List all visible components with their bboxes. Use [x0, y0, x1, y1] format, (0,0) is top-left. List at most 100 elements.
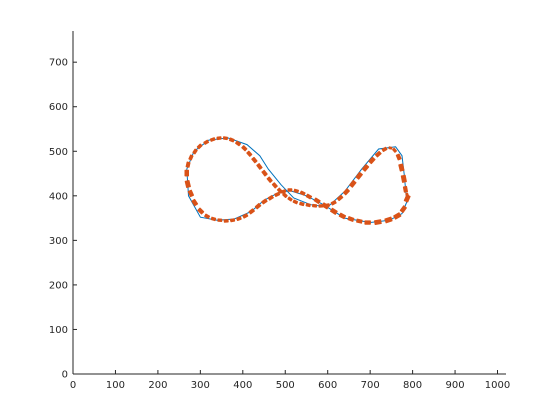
quiver-arrow [294, 188, 299, 192]
quiver-arrow [344, 189, 350, 195]
quiver-arrow [350, 180, 356, 187]
y-tick-label: 300 [49, 236, 68, 247]
quiver-arrow [349, 180, 355, 187]
quiver-arrow [274, 191, 280, 196]
quiver-arrow [282, 194, 287, 199]
quiver-arrow [197, 209, 203, 215]
quiver-arrow [188, 190, 192, 197]
quiver-arrow [342, 188, 348, 194]
quiver-arrow [400, 163, 404, 172]
y-tick-label: 0 [62, 370, 68, 381]
quiver-arrow [339, 214, 345, 219]
quiver-arrow [355, 171, 361, 178]
y-tick-label: 200 [49, 280, 68, 291]
quiver-arrow [404, 186, 407, 193]
quiver-arrow [189, 189, 194, 197]
quiver-arrow [384, 218, 393, 222]
quiver-arrow [403, 186, 406, 193]
quiver-arrow [188, 179, 191, 188]
quiver-arrow [404, 174, 407, 183]
quiver-arrow [356, 219, 363, 223]
quiver-arrow [374, 222, 382, 226]
quiver-arrow [402, 207, 407, 214]
y-tick-label: 600 [49, 102, 68, 113]
quiver-arrow [374, 219, 382, 222]
quiver-arrow [229, 218, 235, 221]
quiver-arrow [368, 157, 374, 163]
quiver-arrow [330, 209, 337, 215]
quiver-arrow [271, 183, 276, 189]
quiver-arrow [261, 198, 267, 203]
quiver-arrow [193, 198, 199, 205]
x-tick-label: 900 [446, 380, 465, 391]
quiver-arrow [242, 213, 248, 217]
plot-area [184, 136, 411, 226]
x-tick-label: 200 [148, 380, 167, 391]
quiver-arrow [228, 139, 234, 143]
x-tick-label: 0 [70, 380, 76, 391]
quiver-arrow [400, 205, 405, 212]
quiver-arrow [368, 156, 374, 163]
quiver-arrow [392, 148, 396, 153]
quiver-arrow [398, 164, 402, 172]
y-tick-label: 500 [49, 147, 68, 158]
quiver-arrow [351, 181, 357, 188]
quiver-arrow [199, 207, 205, 213]
x-tick-label: 600 [318, 380, 337, 391]
quiver-arrow [210, 139, 216, 142]
quiver-arrow [330, 210, 336, 215]
quiver-arrow [222, 138, 228, 141]
quiver-arrow [374, 220, 382, 224]
quiver-arrow [190, 155, 194, 161]
quiver-arrow [325, 205, 330, 208]
quiver-arrow [338, 196, 344, 202]
quiver-arrow [401, 206, 406, 213]
quiver-arrow [194, 149, 198, 155]
quiver-arrow [246, 152, 251, 157]
quiver-arrow [347, 218, 354, 222]
series-line [186, 137, 409, 224]
quiver-arrow [364, 166, 370, 172]
quiver-arrow [300, 190, 306, 194]
quiver-arrow [216, 138, 222, 141]
quiver-arrow [198, 208, 204, 214]
axes: 0 100 200 300 400 500 600 700 800 900 1000 0 100 200 3… [49, 31, 510, 391]
quiver-arrow [375, 151, 381, 157]
quiver-arrow [347, 217, 354, 221]
quiver-arrow [370, 158, 375, 164]
quiver-arrow [382, 148, 388, 153]
quiver-arrow [330, 209, 337, 214]
x-tick-label: 400 [233, 380, 252, 391]
quiver-arrow [399, 205, 405, 212]
quiver-arrow [399, 164, 402, 172]
quiver-arrow [211, 216, 217, 220]
quiver-arrow [314, 199, 320, 204]
quiver-arrow [405, 195, 410, 202]
x-tick-label: 500 [276, 380, 295, 391]
quiver-arrow [343, 188, 349, 194]
quiver-arrow [384, 216, 392, 220]
quiver-arrow [400, 175, 404, 183]
quiver-arrow [394, 214, 401, 219]
quiver-arrow [192, 199, 197, 206]
quiver-arrow [331, 208, 338, 213]
quiver-arrow [384, 217, 392, 221]
quiver-arrow [393, 212, 400, 217]
quiver-arrow [356, 219, 363, 222]
quiver-arrow [357, 173, 363, 180]
quiver-arrow [351, 181, 356, 188]
quiver-arrow [340, 212, 347, 217]
quiver-arrow [235, 142, 240, 147]
quiver-arrow [356, 172, 362, 179]
x-tick-label: 100 [106, 380, 125, 391]
quiver-arrow [348, 216, 355, 220]
quiver-arrow [345, 190, 350, 196]
quiver-arrow [241, 146, 246, 152]
quiver-arrow [254, 202, 260, 208]
quiver-arrow [331, 207, 338, 213]
quiver-arrow [306, 194, 312, 198]
quiver-arrow [385, 219, 393, 224]
quiver-arrow [191, 200, 196, 207]
quiver-arrow [339, 214, 346, 218]
quiver-arrow [401, 175, 405, 183]
